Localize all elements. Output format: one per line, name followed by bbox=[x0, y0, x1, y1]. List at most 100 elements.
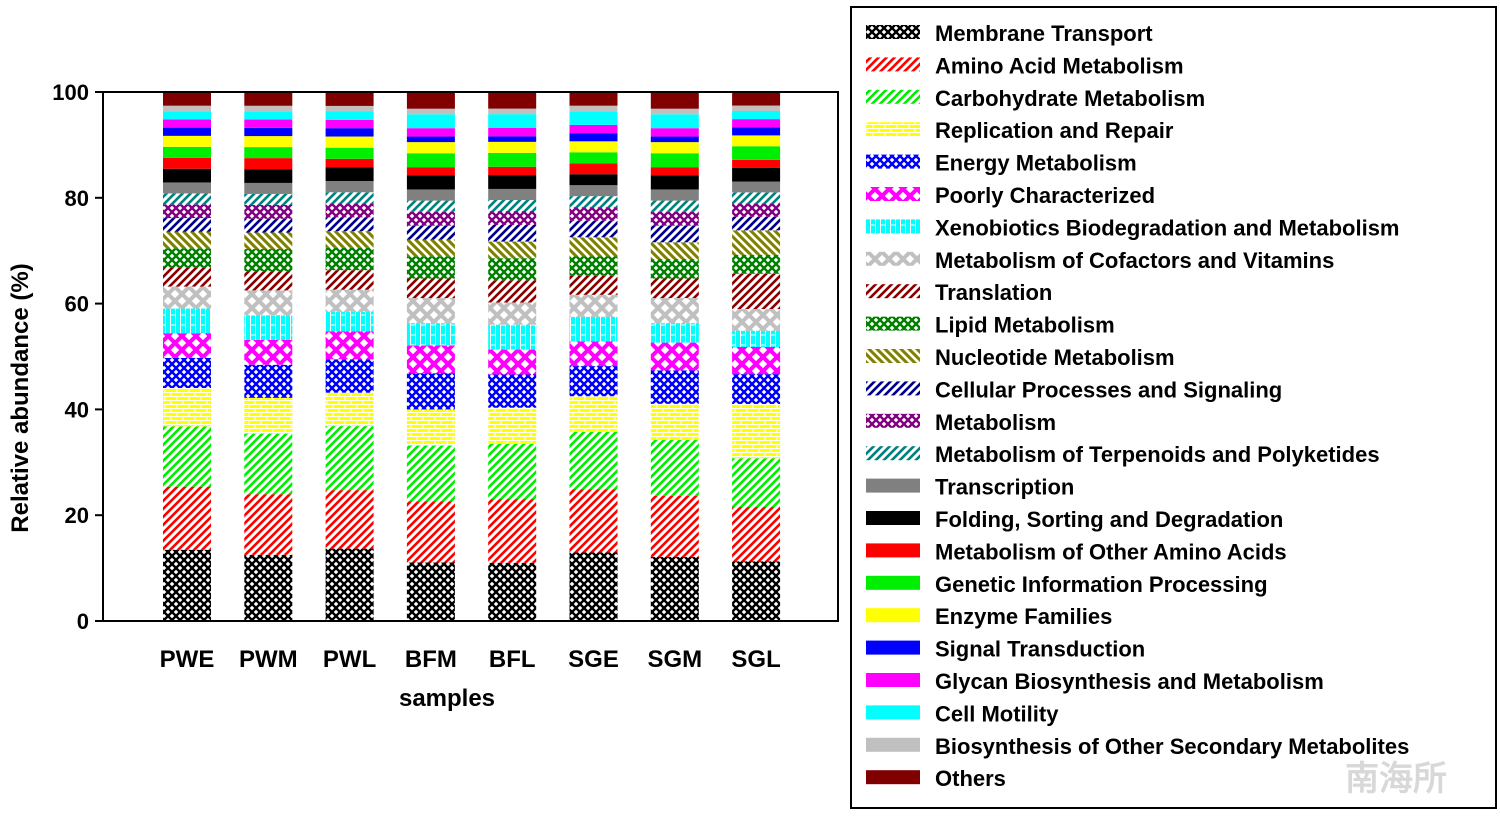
bar-segment bbox=[406, 108, 455, 115]
bar-segment bbox=[325, 111, 374, 120]
bar-segment bbox=[650, 175, 699, 190]
bar-segment bbox=[488, 141, 537, 153]
legend-swatch bbox=[866, 446, 920, 461]
legend: Membrane Transport Amino Acid Metabolism C… bbox=[866, 21, 1409, 791]
bar-segment bbox=[406, 211, 455, 226]
bar-segment bbox=[488, 200, 537, 212]
legend-swatch bbox=[866, 737, 920, 752]
bar-segment bbox=[325, 217, 374, 232]
legend-label: Amino Acid Metabolism bbox=[935, 53, 1184, 78]
bar-segment bbox=[732, 273, 781, 310]
bar-segment bbox=[325, 247, 374, 271]
bar-segment bbox=[650, 189, 699, 201]
legend-swatch bbox=[866, 608, 920, 623]
bar-segment bbox=[406, 345, 455, 374]
legend-swatch bbox=[866, 122, 920, 137]
bar-segment bbox=[569, 105, 618, 112]
y-axis-title: Relative abundance (%) bbox=[7, 263, 34, 532]
plot-frame bbox=[102, 91, 839, 622]
bar-segment bbox=[650, 200, 699, 212]
bar-segment bbox=[732, 458, 781, 508]
bar-segment bbox=[650, 167, 699, 176]
bar-segment bbox=[650, 323, 699, 343]
bar-segment bbox=[163, 248, 211, 268]
bar-segment bbox=[732, 507, 781, 562]
bar-segment bbox=[569, 174, 618, 186]
legend-label: Enzyme Families bbox=[935, 604, 1112, 629]
x-tick-label: SGL bbox=[731, 646, 780, 673]
bar-segment bbox=[406, 373, 455, 410]
legend-swatch bbox=[866, 575, 920, 590]
bar-segment bbox=[732, 347, 781, 375]
bar-segment bbox=[488, 443, 537, 500]
bar-segment bbox=[732, 159, 781, 168]
bar-segment bbox=[244, 249, 293, 272]
bar-segment bbox=[569, 124, 618, 134]
bar-segment bbox=[325, 181, 374, 193]
bar-segment bbox=[406, 92, 455, 109]
x-axis-title: samples bbox=[399, 685, 495, 712]
bar-segment bbox=[406, 256, 455, 279]
bar-segment bbox=[406, 128, 455, 137]
bar-segment bbox=[163, 308, 211, 334]
bar-segment bbox=[732, 135, 781, 147]
bar-segment bbox=[488, 224, 537, 242]
bar-segment bbox=[650, 136, 699, 143]
bar-segment bbox=[244, 218, 293, 233]
bar-segment bbox=[244, 182, 293, 194]
bar-segment bbox=[406, 153, 455, 168]
legend-swatch bbox=[866, 284, 920, 299]
bar-segment bbox=[569, 237, 618, 257]
bar-segment bbox=[244, 111, 293, 120]
bar-segment bbox=[569, 396, 618, 432]
legend-label: Replication and Repair bbox=[935, 118, 1174, 143]
bar-segment bbox=[325, 289, 374, 312]
bar-segment bbox=[244, 397, 293, 434]
x-tick-label: PWL bbox=[323, 646, 376, 673]
bar-segment bbox=[650, 278, 699, 299]
legend-label: Membrane Transport bbox=[935, 21, 1153, 46]
bar-segment bbox=[406, 200, 455, 212]
bar-segment bbox=[732, 105, 781, 111]
bar-segment bbox=[732, 403, 781, 459]
bar-segment bbox=[244, 339, 293, 365]
y-tick-label: 20 bbox=[65, 503, 89, 528]
bar-segment bbox=[406, 225, 455, 240]
legend-label: Translation bbox=[935, 280, 1052, 305]
bar-segment bbox=[325, 270, 374, 290]
legend-swatch bbox=[866, 316, 920, 331]
bar-segment bbox=[163, 267, 211, 287]
legend-swatch bbox=[866, 251, 920, 266]
bar-segment bbox=[569, 207, 618, 221]
bar-segment bbox=[488, 108, 537, 115]
legend-label: Folding, Sorting and Degradation bbox=[935, 507, 1283, 532]
bar-segment bbox=[325, 311, 374, 332]
bar-segment bbox=[569, 256, 618, 276]
bar-segment bbox=[325, 231, 374, 248]
bar-segment bbox=[325, 119, 374, 129]
bar-segment bbox=[488, 152, 537, 167]
bar-segment bbox=[244, 232, 293, 250]
bar-segment bbox=[325, 136, 374, 148]
legend-swatch bbox=[866, 349, 920, 363]
x-tick-label: SGM bbox=[647, 646, 702, 673]
x-tick-label: BFL bbox=[489, 646, 536, 673]
bar-segment bbox=[650, 128, 699, 137]
bar-segment bbox=[569, 316, 618, 342]
bar-segment bbox=[406, 323, 455, 346]
legend-swatch bbox=[866, 219, 920, 234]
legend-swatch bbox=[866, 673, 920, 687]
bar-segment bbox=[569, 220, 618, 238]
bar-segment bbox=[650, 92, 699, 109]
bar-segment bbox=[244, 147, 293, 159]
bar-segment bbox=[406, 501, 455, 563]
bar-segment bbox=[650, 153, 699, 168]
bar-segment bbox=[406, 142, 455, 154]
bar-segment bbox=[244, 433, 293, 495]
bar-segment bbox=[244, 554, 293, 622]
bar-segment bbox=[650, 108, 699, 115]
bar-segment bbox=[325, 192, 374, 204]
legend-swatch bbox=[866, 705, 920, 720]
bar-segment bbox=[569, 294, 618, 317]
legend-label: Signal Transduction bbox=[935, 637, 1145, 662]
